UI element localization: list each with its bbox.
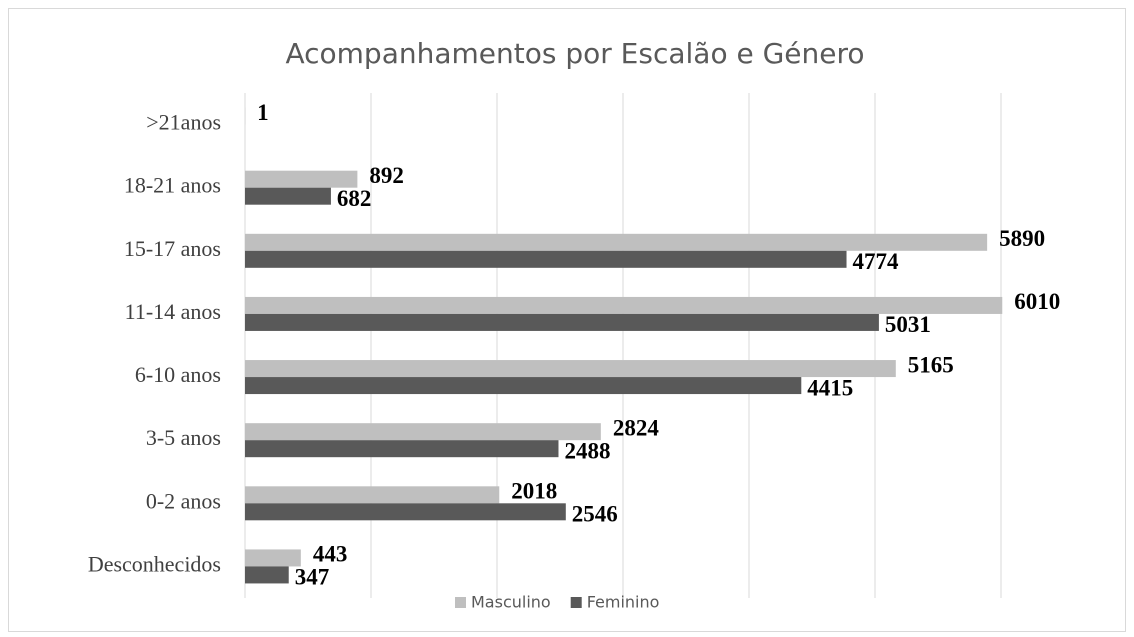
legend-label: Masculino — [471, 593, 551, 612]
data-label: 5031 — [885, 312, 931, 337]
data-label: 2824 — [613, 415, 660, 440]
legend-swatch — [455, 597, 466, 608]
y-tick-label: 3-5 anos — [146, 425, 221, 450]
data-label: 5890 — [999, 226, 1045, 251]
bar — [245, 313, 879, 331]
data-label: 1 — [257, 100, 269, 125]
data-label: 4774 — [853, 249, 900, 274]
bar — [245, 566, 289, 584]
bar — [245, 423, 601, 441]
y-tick-label: >21anos — [146, 110, 221, 135]
data-label: 2546 — [572, 502, 618, 527]
data-label: 6010 — [1014, 289, 1060, 314]
bar — [245, 440, 559, 458]
legend-swatch — [570, 597, 582, 608]
data-label: 2018 — [511, 479, 557, 504]
bar — [245, 377, 802, 395]
y-tick-label: 11-14 anos — [125, 299, 221, 324]
data-label: 682 — [337, 186, 372, 211]
bar — [245, 187, 331, 205]
bar — [245, 549, 301, 567]
y-tick-label: 15-17 anos — [124, 236, 221, 261]
bar — [245, 170, 358, 188]
data-label: 892 — [369, 163, 404, 188]
data-label: 2488 — [564, 438, 610, 463]
legend-label: Feminino — [587, 593, 660, 612]
y-tick-label: 18-21 anos — [124, 173, 221, 198]
bar — [245, 486, 500, 504]
y-tick-label: 0-2 anos — [146, 488, 221, 513]
chart-title: Acompanhamentos por Escalão e Género — [285, 37, 864, 70]
bar — [245, 233, 988, 251]
bar — [245, 503, 566, 521]
data-label: 4415 — [807, 375, 853, 400]
data-label: 347 — [295, 565, 330, 590]
data-label: 5165 — [908, 352, 954, 377]
y-tick-label: 6-10 anos — [135, 362, 221, 387]
y-tick-label: Desconhecidos — [88, 551, 221, 576]
bar — [245, 250, 847, 268]
bar — [245, 360, 896, 378]
bar — [245, 296, 1003, 314]
data-label: 443 — [313, 542, 348, 567]
